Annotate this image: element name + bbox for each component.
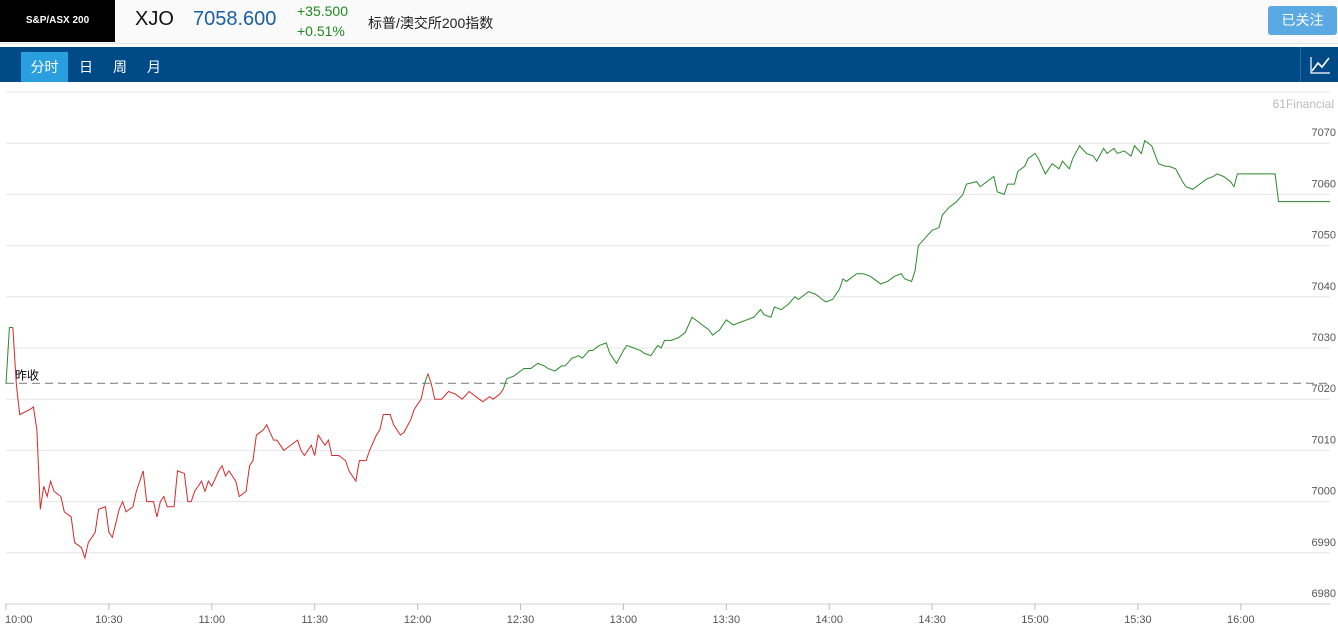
price-line xyxy=(12,327,425,560)
price-line xyxy=(5,327,13,384)
tab[interactable]: 日 xyxy=(79,59,93,75)
x-tick-label: 11:30 xyxy=(301,614,328,626)
tab[interactable]: 分时 xyxy=(21,52,68,82)
x-tick-label: 11:00 xyxy=(198,614,225,626)
x-tick-label: 10:30 xyxy=(95,614,123,626)
x-tick-label: 12:00 xyxy=(404,614,432,626)
y-tick-label: 7070 xyxy=(1312,127,1336,139)
y-tick-label: 7060 xyxy=(1312,178,1336,190)
x-tick-label: 14:00 xyxy=(815,614,843,626)
follow-button[interactable]: 已关注 xyxy=(1268,6,1337,35)
x-tick-label: 12:30 xyxy=(507,614,535,626)
y-tick-label: 6980 xyxy=(1312,588,1336,600)
logo: S&P/ASX 200 xyxy=(0,0,115,42)
x-tick-label: 10:00 xyxy=(5,614,33,626)
baseline-label: 昨收 xyxy=(15,368,39,382)
price-line xyxy=(502,139,1330,390)
symbol: XJO xyxy=(135,8,174,30)
icon-svg xyxy=(1310,57,1330,74)
y-tick-label: 7020 xyxy=(1312,383,1336,395)
index-name: 标普/澳交所200指数 xyxy=(368,15,494,31)
y-tick-label: 7040 xyxy=(1312,281,1336,293)
x-tick-label: 15:00 xyxy=(1021,614,1049,626)
watermark: 61Financial xyxy=(1273,97,1334,111)
y-tick-label: 7050 xyxy=(1312,230,1336,242)
y-tick-label: 6990 xyxy=(1312,537,1336,549)
chart-icon[interactable] xyxy=(1300,47,1338,82)
tab[interactable]: 月 xyxy=(147,59,161,75)
change: +35.500 xyxy=(297,3,348,19)
chart: 61Financial 6980 6990 7000 7010 7020 7030 7040… xyxy=(5,91,1336,626)
tab-bar: 分时 日 周 月 xyxy=(0,47,1338,82)
price-line xyxy=(427,373,504,403)
x-tick-label: 13:00 xyxy=(610,614,638,626)
x-tick-label: 15:30 xyxy=(1124,614,1152,626)
price: 7058.600 xyxy=(193,8,277,30)
price-line xyxy=(423,373,429,384)
x-tick-label: 14:30 xyxy=(918,614,946,626)
change-pct: +0.51% xyxy=(297,23,345,39)
tab[interactable]: 周 xyxy=(113,59,127,75)
y-tick-label: 7000 xyxy=(1312,486,1336,498)
x-tick-label: 16:00 xyxy=(1227,614,1255,626)
y-tick-label: 7030 xyxy=(1312,332,1336,344)
icon-axis xyxy=(1310,57,1330,74)
y-tick-label: 7010 xyxy=(1312,434,1336,446)
x-tick-label: 13:30 xyxy=(713,614,741,626)
header: S&P/ASX 200 XJO 7058.600 +35.500 +0.51% … xyxy=(0,0,1338,44)
icon-line xyxy=(1311,57,1330,72)
